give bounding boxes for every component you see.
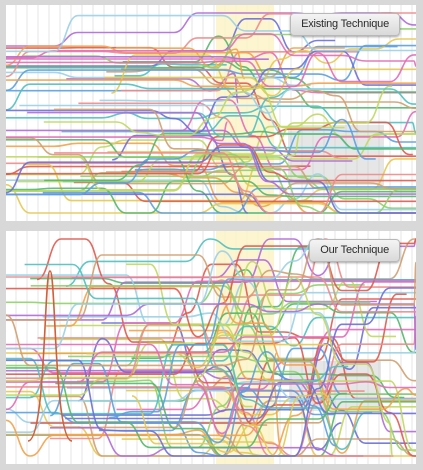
storyline xyxy=(6,44,416,92)
storyline xyxy=(6,146,416,214)
storyline xyxy=(6,238,323,350)
storyline xyxy=(65,381,416,420)
storyline xyxy=(6,281,416,383)
storyline xyxy=(6,276,416,313)
storyline xyxy=(60,260,396,338)
storyline xyxy=(6,276,393,457)
storyline xyxy=(6,367,347,449)
storyline xyxy=(61,114,416,149)
storyline xyxy=(6,144,416,182)
storyline xyxy=(54,152,416,214)
storyline-plot-ours xyxy=(6,231,416,464)
storyline xyxy=(6,336,416,457)
storyline xyxy=(99,88,332,114)
storyline xyxy=(44,130,416,182)
storyline xyxy=(6,303,416,351)
storyline xyxy=(43,86,345,137)
storyline xyxy=(80,175,416,209)
storyline xyxy=(6,14,416,53)
storyline xyxy=(126,263,416,452)
panel-our-technique: Our Technique xyxy=(6,231,416,464)
storyline xyxy=(116,328,416,411)
storyline xyxy=(6,323,394,457)
storyline xyxy=(30,359,416,457)
storyline xyxy=(6,352,278,457)
storyline xyxy=(76,370,416,449)
storyline xyxy=(120,51,360,92)
panel-label-existing: Existing Technique xyxy=(290,13,400,36)
storyline xyxy=(6,287,416,457)
storyline xyxy=(6,83,234,111)
storyline xyxy=(105,171,416,198)
storyline xyxy=(6,129,353,162)
storyline xyxy=(6,238,416,367)
storyline xyxy=(61,306,416,416)
storyline xyxy=(116,47,246,80)
storyline xyxy=(6,118,376,196)
storyline xyxy=(6,343,416,435)
storyline xyxy=(6,55,269,61)
storyline xyxy=(6,88,416,138)
storyline xyxy=(131,392,333,457)
storyline xyxy=(36,238,407,426)
storyline xyxy=(6,238,416,338)
storyline xyxy=(6,33,416,67)
panel-existing-technique: Existing Technique xyxy=(6,5,416,221)
storyline xyxy=(68,355,416,451)
storyline xyxy=(114,63,227,77)
storyline xyxy=(6,315,416,457)
storyline xyxy=(6,50,416,134)
storyline xyxy=(6,130,302,192)
storyline xyxy=(42,186,416,214)
storyline xyxy=(53,108,250,158)
storyline xyxy=(109,278,416,419)
storyline xyxy=(104,68,416,97)
storyline xyxy=(27,111,416,195)
storyline xyxy=(6,45,345,78)
storyline xyxy=(6,121,229,142)
storyline xyxy=(6,180,416,214)
storyline xyxy=(24,263,349,385)
storyline xyxy=(46,285,416,410)
panel-label-ours: Our Technique xyxy=(309,239,400,262)
storyline xyxy=(30,285,371,315)
storyline xyxy=(6,381,416,433)
storyline xyxy=(6,52,416,88)
storyline xyxy=(27,270,73,442)
storyline-plot-existing xyxy=(6,5,416,221)
storyline xyxy=(6,79,416,88)
storyline xyxy=(6,45,398,92)
